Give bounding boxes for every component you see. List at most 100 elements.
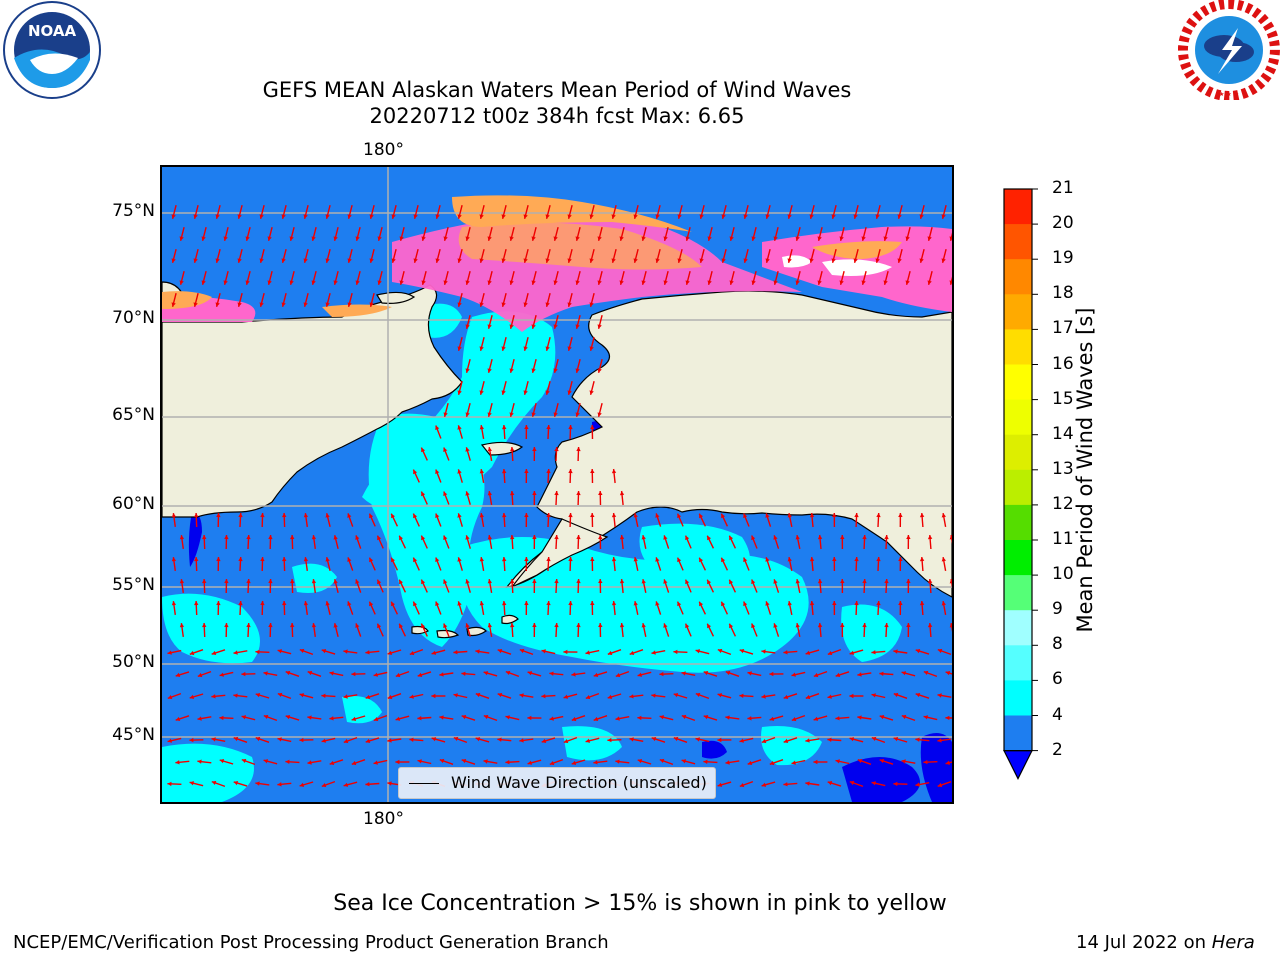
wave-arrow-head [663, 579, 668, 584]
wave-arrow-head [509, 280, 514, 285]
wave-arrow-head [421, 491, 426, 497]
wave-arrow-head [413, 601, 418, 607]
wave-arrow-head [575, 280, 580, 285]
wave-arrow-head [435, 469, 440, 474]
wave-arrow-head [827, 781, 833, 786]
colorbar-band [1004, 224, 1032, 260]
wave-arrow-head [681, 759, 686, 764]
wave-arrow-head [216, 513, 221, 518]
wave-arrow-head [915, 649, 921, 654]
wave-arrow-head [751, 579, 756, 585]
wave-arrow-head [906, 623, 911, 627]
wave-arrow-head [835, 716, 840, 721]
wave-arrow-head [563, 649, 568, 655]
footer-credit: NCEP/EMC/Verification Post Processing Pr… [13, 932, 609, 953]
wave-arrow-head [809, 214, 814, 219]
wave-arrow-head [840, 535, 845, 539]
wave-arrow-head [421, 535, 426, 541]
wave-arrow-head [831, 258, 836, 263]
wave-arrow-head [179, 236, 184, 241]
wave-arrow-head [854, 557, 859, 562]
wave-arrow-head [751, 623, 756, 629]
wave-arrow-head [919, 258, 924, 263]
wave-arrow-head [673, 693, 679, 698]
wave-arrow-head [387, 694, 393, 700]
wave-arrow-head [365, 738, 371, 743]
wave-arrow-head [387, 781, 392, 786]
wave-arrow-head [277, 782, 282, 787]
wave-arrow-head [479, 214, 484, 219]
wave-arrow-head [827, 651, 833, 656]
wave-arrow-head [743, 214, 748, 219]
wave-arrow-head [541, 649, 546, 654]
colorbar-band [1004, 645, 1032, 681]
wave-arrow-head [391, 601, 395, 607]
wave-arrow-head [171, 302, 176, 307]
wave-arrow-head [876, 557, 881, 562]
wave-arrow-head [927, 623, 933, 628]
wave-arrow-head [898, 601, 903, 605]
wave-arrow-head [795, 579, 800, 584]
colorbar-tick-label: 19 [1052, 248, 1074, 269]
wave-arrow-head [563, 694, 568, 699]
wave-arrow-head [211, 780, 217, 785]
wave-arrow-head [505, 670, 511, 675]
wave-arrow-head [501, 302, 506, 307]
wave-arrow-head [783, 694, 789, 699]
wave-arrow-head [567, 390, 572, 395]
wave-arrow-head [443, 447, 448, 452]
colorbar-tick-label: 13 [1052, 458, 1074, 479]
wave-arrow-head [263, 671, 268, 676]
colorbar-tick-label: 4 [1052, 704, 1063, 725]
wave-arrow-head [739, 693, 744, 698]
wave-arrow-head [365, 782, 370, 787]
wave-arrow-head [721, 214, 726, 219]
wave-arrow-head [268, 623, 273, 628]
wave-arrow-head [421, 447, 426, 453]
wave-arrow-head [211, 650, 217, 655]
wave-arrow-head [571, 760, 577, 765]
wave-arrow-head [637, 759, 643, 764]
wave-arrow-head [285, 670, 291, 676]
wave-arrow-head [453, 693, 458, 698]
wave-arrow-head [487, 535, 492, 540]
wave-arrow-head [194, 557, 199, 562]
wave-arrow-head [479, 469, 484, 474]
wave-arrow-head [523, 390, 528, 395]
wave-arrow-head [553, 280, 558, 285]
wave-arrow-head [461, 759, 467, 764]
colorbar-tick-label: 18 [1052, 283, 1074, 304]
wave-arrow-head [876, 513, 881, 518]
wave-arrow-head [255, 736, 261, 742]
colorbar-tick-label: 8 [1052, 634, 1063, 655]
wave-arrow-head [615, 673, 621, 678]
wave-arrow-head [347, 557, 352, 562]
wave-arrow-head [707, 535, 712, 541]
wave-arrow-head [633, 258, 638, 263]
wave-arrow-head [171, 601, 177, 606]
wave-arrow-head [862, 623, 867, 628]
wave-arrow-head [417, 716, 422, 721]
nws-logo: ★ ★ ★ [1178, 0, 1280, 100]
wave-arrow-head [189, 737, 194, 743]
colorbar-under-triangle [1003, 750, 1033, 780]
wave-arrow-head [167, 650, 172, 655]
wave-arrow-head [219, 672, 224, 677]
wave-arrow-head [553, 324, 558, 329]
map-canvas [162, 167, 952, 802]
wave-arrow-head [787, 258, 792, 263]
wave-arrow-head [743, 557, 748, 563]
wave-arrow-head [590, 601, 595, 605]
wave-arrow-head [876, 601, 881, 606]
wave-arrow-head [545, 214, 550, 219]
wave-arrow-head [840, 579, 845, 583]
wave-arrow-head [502, 469, 507, 474]
wave-arrow-head [898, 513, 903, 517]
wave-arrow-head [167, 695, 173, 700]
wave-arrow-head [241, 715, 246, 720]
wave-arrow-head [607, 694, 613, 699]
wave-arrow-head [167, 781, 172, 787]
wave-arrow-head [839, 236, 844, 241]
wave-arrow-head [575, 368, 580, 373]
wave-arrow-head [487, 280, 492, 285]
